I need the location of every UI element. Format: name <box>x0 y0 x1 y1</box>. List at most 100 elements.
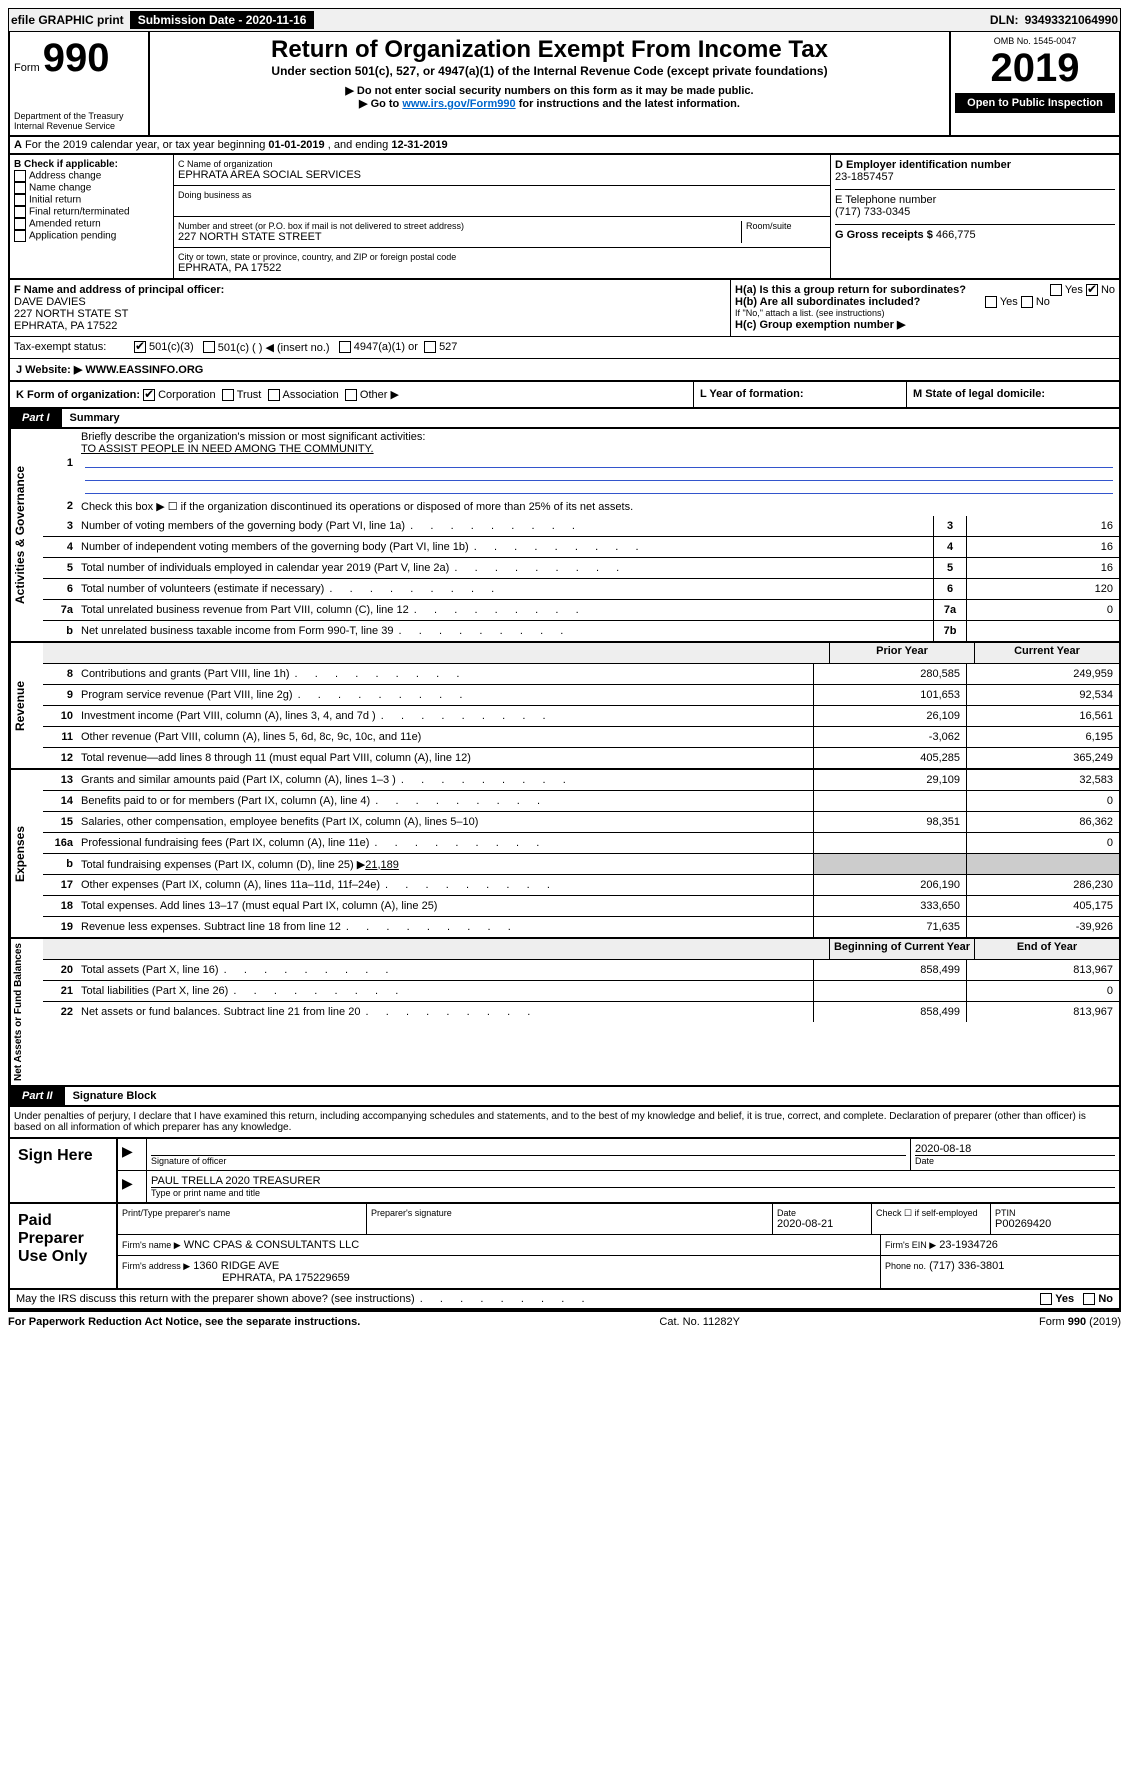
val-5: 16 <box>966 558 1119 578</box>
sig-date-label: Date <box>915 1156 1115 1166</box>
prior-year-hdr: Prior Year <box>829 643 974 663</box>
cb-other[interactable] <box>345 389 357 401</box>
name-title-label: Type or print name and title <box>151 1188 1115 1198</box>
sig-officer-label: Signature of officer <box>151 1156 906 1166</box>
submission-date-btn[interactable]: Submission Date - 2020-11-16 <box>130 11 315 29</box>
officer-addr1: 227 NORTH STATE ST <box>14 308 128 320</box>
org-address: 227 NORTH STATE STREET <box>178 231 741 243</box>
website-value: WWW.EASSINFO.ORG <box>85 364 203 376</box>
m-label: M State of legal domicile: <box>913 388 1045 400</box>
cb-hb-no[interactable] <box>1021 296 1033 308</box>
line-11: Other revenue (Part VIII, column (A), li… <box>79 729 813 745</box>
line-18: Total expenses. Add lines 13–17 (must eq… <box>79 898 813 914</box>
cb-assoc[interactable] <box>268 389 280 401</box>
sig-date: 2020-08-18 <box>915 1143 1115 1156</box>
bcy-hdr: Beginning of Current Year <box>829 939 974 959</box>
i-label: Tax-exempt status: <box>14 341 134 354</box>
cb-corp[interactable] <box>143 389 155 401</box>
form-ref: Form 990 (2019) <box>1039 1316 1121 1328</box>
arrow-icon: ▶ <box>118 1171 147 1202</box>
line-21: Total liabilities (Part X, line 26) <box>79 983 813 999</box>
cb-ha-yes[interactable] <box>1050 284 1062 296</box>
ptin-value: P00269420 <box>995 1218 1115 1230</box>
line-13: Grants and similar amounts paid (Part IX… <box>79 772 813 788</box>
omb-number: OMB No. 1545-0047 <box>955 36 1115 46</box>
line-5: Total number of individuals employed in … <box>79 560 933 576</box>
line-8: Contributions and grants (Part VIII, lin… <box>79 666 813 682</box>
org-name: EPHRATA AREA SOCIAL SERVICES <box>178 169 826 181</box>
dept-label: Department of the Treasury <box>14 111 144 121</box>
line-7b: Net unrelated business taxable income fr… <box>79 623 933 639</box>
self-employed-check[interactable]: Check ☐ if self-employed <box>872 1204 991 1234</box>
prep-name-label: Print/Type preparer's name <box>122 1208 362 1218</box>
vert-revenue: Revenue <box>10 643 43 768</box>
line-4: Number of independent voting members of … <box>79 539 933 555</box>
j-label: J Website: ▶ <box>16 364 82 376</box>
line-19: Revenue less expenses. Subtract line 18 … <box>79 919 813 935</box>
tax-year: 2019 <box>955 46 1115 91</box>
officer-name: DAVE DAVIES <box>14 296 86 308</box>
gross-value: 466,775 <box>936 229 976 241</box>
prep-sig-label: Preparer's signature <box>371 1208 768 1218</box>
k-label: K Form of organization: <box>16 389 140 401</box>
cb-501c3[interactable] <box>134 341 146 353</box>
line-9: Program service revenue (Part VIII, line… <box>79 687 813 703</box>
form-label: Form <box>14 62 40 74</box>
firm-phone: (717) 336-3801 <box>929 1260 1004 1272</box>
eoy-hdr: End of Year <box>974 939 1119 959</box>
irs-label: Internal Revenue Service <box>14 121 144 131</box>
cb-discuss-yes[interactable] <box>1040 1293 1052 1305</box>
cb-hb-yes[interactable] <box>985 296 997 308</box>
l-label: L Year of formation: <box>700 388 804 400</box>
phone-label: E Telephone number <box>835 194 1115 206</box>
addr-label: Number and street (or P.O. box if mail i… <box>178 221 741 231</box>
dba-label: Doing business as <box>178 190 826 200</box>
form-title: Return of Organization Exempt From Incom… <box>154 36 945 64</box>
cb-4947[interactable] <box>339 341 351 353</box>
hc-label: H(c) Group exemption number ▶ <box>735 319 905 331</box>
hb-note: If "No," attach a list. (see instruction… <box>735 308 1115 318</box>
val-4: 16 <box>966 537 1119 557</box>
cb-address-change[interactable] <box>14 170 26 182</box>
section-b-checkboxes: B Check if applicable: Address change Na… <box>10 155 174 278</box>
paid-preparer-label: Paid Preparer Use Only <box>10 1204 118 1288</box>
cb-app-pending[interactable] <box>14 230 26 242</box>
page-footer: For Paperwork Reduction Act Notice, see … <box>8 1310 1121 1332</box>
cb-501c[interactable] <box>203 341 215 353</box>
form-subtitle: Under section 501(c), 527, or 4947(a)(1)… <box>154 64 945 78</box>
cb-final-return[interactable] <box>14 206 26 218</box>
prep-date: 2020-08-21 <box>777 1218 867 1230</box>
cb-ha-no[interactable] <box>1086 284 1098 296</box>
note-ssn: ▶ Do not enter social security numbers o… <box>154 84 945 97</box>
top-bar: efile GRAPHIC print Submission Date - 20… <box>8 8 1121 32</box>
city-label: City or town, state or province, country… <box>178 252 826 262</box>
line-16a: Professional fundraising fees (Part IX, … <box>79 835 813 851</box>
officer-name-title: PAUL TRELLA 2020 TREASURER <box>151 1175 1115 1188</box>
sign-here-label: Sign Here <box>10 1139 118 1202</box>
c-name-label: C Name of organization <box>178 159 826 169</box>
prep-date-label: Date <box>777 1208 867 1218</box>
cb-527[interactable] <box>424 341 436 353</box>
ptin-label: PTIN <box>995 1208 1115 1218</box>
firm-addr1: 1360 RIDGE AVE <box>193 1260 279 1272</box>
instructions-link[interactable]: www.irs.gov/Form990 <box>402 98 515 110</box>
cb-initial-return[interactable] <box>14 194 26 206</box>
line-17: Other expenses (Part IX, column (A), lin… <box>79 877 813 893</box>
line-22: Net assets or fund balances. Subtract li… <box>79 1004 813 1020</box>
current-year-hdr: Current Year <box>974 643 1119 663</box>
val-7a: 0 <box>966 600 1119 620</box>
vert-netassets: Net Assets or Fund Balances <box>10 939 43 1085</box>
cb-discuss-no[interactable] <box>1083 1293 1095 1305</box>
cb-amended[interactable] <box>14 218 26 230</box>
declaration-text: Under penalties of perjury, I declare th… <box>8 1107 1121 1139</box>
room-label: Room/suite <box>741 221 826 243</box>
ha-label: H(a) Is this a group return for subordin… <box>735 284 966 296</box>
dln-value: 93493321064990 <box>1025 13 1118 27</box>
cb-trust[interactable] <box>222 389 234 401</box>
row-a-tax-year: A For the 2019 calendar year, or tax yea… <box>8 137 1121 155</box>
ein-value: 23-1857457 <box>835 171 1115 183</box>
line-14: Benefits paid to or for members (Part IX… <box>79 793 813 809</box>
line-2: Check this box ▶ ☐ if the organization d… <box>79 498 1119 515</box>
cb-name-change[interactable] <box>14 182 26 194</box>
vert-expenses: Expenses <box>10 770 43 937</box>
